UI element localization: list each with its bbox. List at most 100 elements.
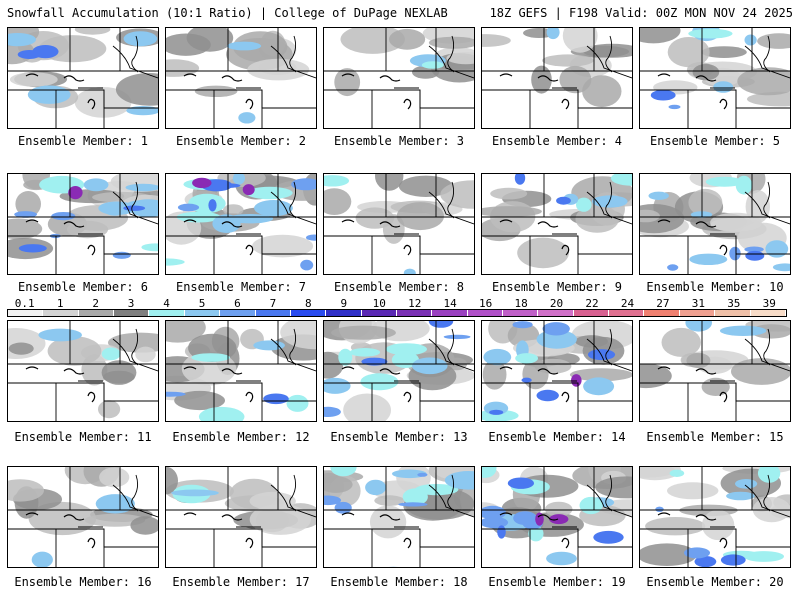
- snow-shading: [349, 348, 381, 357]
- snow-shading: [582, 75, 622, 108]
- lake-outline: [183, 366, 197, 370]
- snow-shading: [331, 325, 396, 340]
- state-boundary: [688, 528, 790, 548]
- state-boundary: [744, 484, 790, 518]
- snow-shading: [583, 377, 615, 396]
- snow-shading: [668, 104, 681, 110]
- snowfall-map: [166, 321, 316, 421]
- snow-shading: [238, 112, 256, 124]
- ensemble-member-label: Ensemble Member: 3: [333, 134, 465, 148]
- color-scale-tick-label: 10: [372, 297, 386, 310]
- ensemble-member-map: [7, 27, 159, 129]
- snowfall-map: [8, 467, 158, 567]
- color-scale-swatch: [326, 310, 362, 316]
- snow-shading: [398, 502, 428, 507]
- snowfall-map: [482, 321, 632, 421]
- lake-outline: [379, 514, 401, 521]
- snow-shading: [497, 525, 506, 539]
- state-boundary: [289, 328, 297, 366]
- lake-outline: [403, 98, 412, 110]
- snow-shading: [126, 106, 158, 116]
- snow-shading: [291, 178, 316, 191]
- state-boundary: [56, 382, 158, 402]
- ensemble-member-map: [165, 320, 317, 422]
- ensemble-member-map: [7, 466, 159, 568]
- lake-outline: [63, 368, 85, 375]
- state-boundary: [605, 35, 613, 73]
- color-scale-tick-label: 7: [269, 297, 277, 310]
- ensemble-member-label: Ensemble Member: 20: [646, 575, 784, 589]
- snow-shading: [398, 175, 453, 197]
- ensemble-member-label: Ensemble Member: 12: [172, 430, 310, 444]
- snow-shading: [98, 400, 121, 419]
- snow-shading: [421, 61, 444, 69]
- snow-shading: [355, 207, 395, 229]
- snow-shading: [482, 467, 497, 478]
- state-boundary: [763, 181, 771, 219]
- snow-shading: [757, 33, 790, 49]
- ensemble-member-label: Ensemble Member: 11: [14, 430, 152, 444]
- lake-outline: [221, 368, 243, 375]
- color-scale-tick-label: 20: [549, 297, 564, 310]
- snow-shading: [227, 41, 262, 51]
- color-scale-tick-label: 3: [127, 297, 135, 310]
- lake-outline: [245, 391, 254, 403]
- snow-shading: [51, 212, 76, 221]
- snow-shading: [83, 178, 109, 192]
- snow-shading: [690, 211, 713, 218]
- snow-shading: [227, 214, 274, 224]
- ensemble-member-map: [481, 27, 633, 129]
- snow-shading: [396, 202, 444, 231]
- snow-shading: [412, 357, 448, 375]
- snowfall-color-scale: 0.1 1 2 3 4 5 6 7 8 9 10 12 14 16 18 20 22 24 27 31 35 39: [7, 297, 787, 319]
- snow-shading: [546, 28, 560, 40]
- ensemble-member-label: Ensemble Member: 9: [491, 280, 623, 294]
- snow-shading: [535, 512, 544, 526]
- lake-outline: [695, 514, 717, 521]
- lake-outline: [499, 219, 513, 223]
- color-scale-tick-label: 5: [198, 297, 206, 310]
- snow-shading: [141, 243, 158, 252]
- ensemble-member-map: [481, 173, 633, 275]
- snow-shading: [99, 467, 130, 488]
- snow-shading: [507, 477, 534, 489]
- state-boundary: [447, 474, 455, 512]
- snow-shading: [731, 358, 790, 385]
- snow-shading: [74, 28, 111, 35]
- lake-outline: [657, 512, 671, 516]
- snow-shading: [84, 513, 146, 527]
- color-scale-swatch: [467, 310, 504, 316]
- snow-shading: [166, 258, 185, 266]
- state-boundary: [447, 181, 455, 219]
- state-boundary: [447, 35, 455, 73]
- snow-shading: [324, 406, 341, 417]
- snow-shading: [254, 200, 293, 217]
- snow-shading: [300, 259, 314, 271]
- snow-shading: [402, 488, 428, 506]
- snow-shading: [306, 234, 316, 241]
- ensemble-member-label: Ensemble Member: 15: [646, 430, 784, 444]
- snow-shading: [655, 506, 664, 512]
- state-boundary: [744, 45, 790, 79]
- snow-shading: [330, 467, 357, 477]
- snow-shading: [743, 551, 784, 562]
- color-scale-tick-label: 39: [762, 297, 776, 310]
- color-scale-swatch: [114, 310, 150, 316]
- lake-outline: [719, 537, 728, 549]
- color-scale-tick-label: 22: [585, 297, 599, 310]
- color-scale-tick-label: 18: [514, 297, 528, 310]
- snow-shading: [735, 175, 753, 195]
- color-scale-swatch: [220, 310, 256, 316]
- snow-shading: [610, 174, 632, 186]
- snow-shading: [166, 391, 186, 397]
- color-scale-bar: [7, 309, 787, 317]
- snow-shading: [515, 353, 538, 364]
- lake-outline: [221, 221, 243, 228]
- color-scale-swatch: [149, 310, 185, 316]
- snow-shading: [166, 321, 206, 343]
- snow-shading: [737, 67, 790, 96]
- lake-outline: [25, 366, 39, 370]
- ensemble-member-map: [323, 320, 475, 422]
- snow-shading: [375, 174, 404, 191]
- lake-outline: [341, 73, 355, 77]
